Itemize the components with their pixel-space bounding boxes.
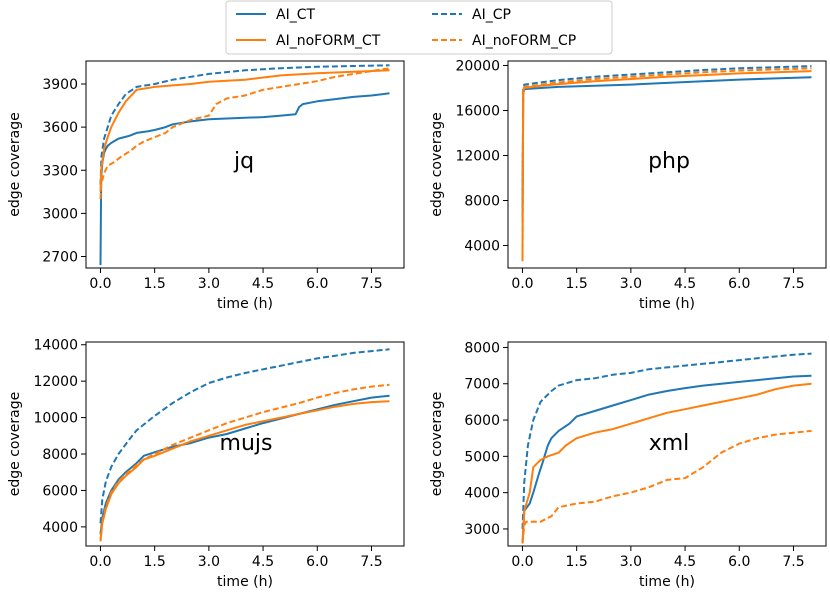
series-line-php-ai-noform-cp: [521, 67, 812, 260]
x-tick-label: 1.5: [144, 276, 166, 292]
series-line-php-ai-ct: [521, 76, 812, 218]
x-tick-label: 0.0: [89, 554, 111, 570]
y-tick-label: 6000: [464, 413, 500, 429]
plot-frame-xml: [507, 341, 827, 547]
y-tick-label: 4000: [464, 486, 500, 502]
x-tick-label: 4.5: [252, 554, 274, 570]
series-line-php-ai-noform-ct: [521, 70, 812, 262]
series-line-jq-ai-cp: [99, 64, 390, 185]
y-tick-label: 6000: [42, 483, 78, 499]
x-tick-label: 6.0: [728, 276, 750, 292]
y-tick-label: 10000: [33, 411, 78, 427]
x-tick-label: 1.5: [566, 554, 588, 570]
legend-frame: [225, 0, 613, 55]
x-tick-label: 4.5: [674, 554, 696, 570]
x-tick-label: 3.0: [620, 554, 642, 570]
y-axis-label: edge coverage: [429, 392, 445, 496]
x-axis-label: time (h): [639, 574, 695, 590]
series-line-mujs-ai-noform-ct: [99, 400, 390, 542]
legend-label-ai-noform-ct: AI_noFORM_CT: [276, 33, 381, 49]
y-tick-label: 3000: [464, 522, 500, 538]
legend: AI_CT AI_CP AI_noFORM_CT AI_noFORM_CP: [225, 0, 613, 55]
y-tick-label: 8000: [464, 194, 500, 210]
y-tick-label: 20000: [455, 59, 500, 75]
y-tick-label: 16000: [455, 104, 500, 120]
y-tick-label: 4000: [464, 239, 500, 255]
x-tick-label: 7.5: [360, 276, 382, 292]
x-tick-label: 7.5: [782, 554, 804, 570]
y-tick-label: 12000: [455, 149, 500, 165]
plot-frame-php: [507, 60, 827, 269]
y-tick-label: 3000: [42, 206, 78, 222]
x-tick-label: 3.0: [198, 554, 220, 570]
x-tick-label: 4.5: [674, 276, 696, 292]
y-tick-label: 7000: [464, 377, 500, 393]
series-line-mujs-ai-ct: [99, 394, 390, 535]
y-axis-label: edge coverage: [7, 392, 23, 496]
series-line-jq-ai-noform-ct: [99, 69, 390, 192]
x-axis-label: time (h): [217, 296, 273, 312]
plot-frame-mujs: [85, 341, 405, 547]
panel-php: 0.0 1.5 3.0 4.5 6.0 7.5 4000 8000 12000 16000 2000…: [429, 59, 827, 312]
plot-frame-jq: [85, 60, 405, 269]
y-tick-label: 3900: [42, 77, 78, 93]
series-line-xml-ai-noform-ct: [521, 382, 812, 544]
x-tick-label: 6.0: [306, 554, 328, 570]
y-tick-label: 14000: [33, 338, 78, 354]
series-line-xml-ai-cp: [521, 352, 812, 529]
legend-label-ai-noform-cp: AI_noFORM_CP: [472, 33, 576, 49]
y-tick-label: 2700: [42, 250, 78, 266]
x-tick-label: 4.5: [252, 276, 274, 292]
x-tick-label: 3.0: [620, 276, 642, 292]
x-tick-label: 0.0: [511, 276, 533, 292]
y-tick-label: 5000: [464, 449, 500, 465]
x-tick-label: 0.0: [511, 554, 533, 570]
x-tick-label: 3.0: [198, 276, 220, 292]
panel-title: jq: [233, 149, 254, 174]
panel-title: xml: [649, 431, 690, 456]
panel-jq: 0.0 1.5 3.0 4.5 6.0 7.5 2700 3000 3300 3600 3900 ti…: [7, 60, 405, 312]
panel-xml: 0.0 1.5 3.0 4.5 6.0 7.5 3000 4000 5000 6000 7000 80…: [429, 340, 827, 590]
series-line-jq-ai-ct: [99, 92, 390, 266]
x-tick-label: 7.5: [782, 276, 804, 292]
y-axis-label: edge coverage: [429, 112, 445, 216]
legend-label-ai-ct: AI_CT: [276, 7, 315, 23]
y-axis-label: edge coverage: [7, 112, 23, 216]
panel-title: mujs: [220, 431, 273, 456]
y-tick-label: 12000: [33, 374, 78, 390]
x-axis-label: time (h): [639, 296, 695, 312]
panel-mujs: 0.0 1.5 3.0 4.5 6.0 7.5 4000 6000 8000 10000 12000…: [7, 338, 405, 590]
panel-title: php: [648, 149, 690, 174]
y-tick-label: 3600: [42, 120, 78, 136]
y-tick-label: 8000: [464, 340, 500, 356]
x-axis-label: time (h): [217, 574, 273, 590]
legend-label-ai-cp: AI_CP: [472, 7, 511, 23]
x-tick-label: 6.0: [728, 554, 750, 570]
series-line-jq-ai-noform-cp: [99, 67, 390, 200]
y-tick-label: 4000: [42, 520, 78, 536]
y-tick-label: 3300: [42, 163, 78, 179]
x-tick-label: 1.5: [566, 276, 588, 292]
y-tick-label: 8000: [42, 447, 78, 463]
series-line-xml-ai-ct: [521, 374, 812, 544]
x-tick-label: 6.0: [306, 276, 328, 292]
x-tick-label: 0.0: [89, 276, 111, 292]
series-line-mujs-ai-noform-cp: [99, 383, 390, 540]
x-tick-label: 7.5: [360, 554, 382, 570]
x-tick-label: 1.5: [144, 554, 166, 570]
series-line-php-ai-cp: [521, 65, 812, 212]
series-line-xml-ai-noform-cp: [521, 429, 812, 544]
